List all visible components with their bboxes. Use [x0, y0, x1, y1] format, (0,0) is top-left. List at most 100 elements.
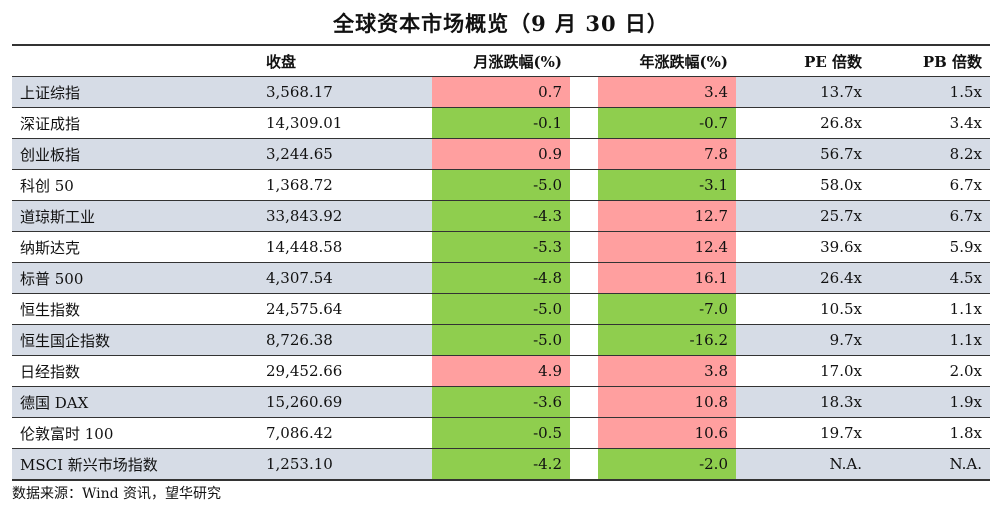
- table-row: 恒生指数 24,575.64 -5.0 -7.0 10.5x 1.1x: [12, 293, 990, 325]
- index-name-cell: 恒生指数: [20, 300, 81, 319]
- gap-cell: [570, 76, 598, 108]
- pb-cell: 2.0x: [949, 362, 982, 380]
- month-change-cell: -5.0: [432, 324, 570, 356]
- close-value-cell: 8,726.38: [258, 324, 432, 356]
- page-title: 全球资本市场概览（9 月 30 日）: [333, 11, 669, 36]
- index-name-cell: 德国 DAX: [12, 386, 258, 418]
- pe-cell: 58.0x: [820, 176, 862, 194]
- pb-cell: N.A.: [870, 448, 990, 480]
- table-row: 德国 DAX 15,260.69 -3.6 10.8 18.3x 1.9x: [12, 386, 990, 418]
- pe-cell: 56.7x: [736, 138, 870, 170]
- close-value-cell: 33,843.92: [258, 200, 432, 232]
- year-change-cell: 10.8: [598, 386, 736, 418]
- month-change-cell: -0.5: [432, 417, 570, 449]
- month-change-cell: -3.6: [432, 386, 570, 418]
- pe-cell: 17.0x: [820, 362, 862, 380]
- table-row: 创业板指 3,244.65 0.9 7.8 56.7x 8.2x: [12, 138, 990, 170]
- year-change-cell: -16.2: [598, 324, 736, 356]
- pe-cell: 18.3x: [736, 386, 870, 418]
- index-name-cell: 恒生国企指数: [12, 324, 258, 356]
- pe-cell: 9.7x: [736, 324, 870, 356]
- index-name-cell: 上证综指: [12, 76, 258, 108]
- pb-cell: 1.1x: [870, 324, 990, 356]
- year-change-cell: -0.7: [598, 107, 736, 139]
- index-name-cell: 深证成指: [20, 114, 81, 133]
- pe-cell: 25.7x: [736, 200, 870, 232]
- pb-cell: 5.9x: [949, 238, 982, 256]
- header-close: 收盘: [258, 44, 432, 77]
- table-body: 上证综指 3,568.17 0.7 3.4 13.7x 1.5x 深证成指 14,309.01…: [12, 76, 990, 480]
- header-name: [12, 44, 258, 77]
- gap-cell: [570, 262, 598, 294]
- table-row: 道琼斯工业 33,843.92 -4.3 12.7 25.7x 6.7x: [12, 200, 990, 232]
- month-change-cell: -5.0: [432, 169, 570, 201]
- month-change-cell: 4.9: [432, 355, 570, 387]
- month-change-cell: 0.9: [432, 138, 570, 170]
- month-change-cell: -4.3: [432, 200, 570, 232]
- market-table: 收盘 月涨跌幅(%) 年涨跌幅(%) PE 倍数 PB 倍数 上证综指 3,568…: [12, 44, 990, 481]
- pe-cell: N.A.: [736, 448, 870, 480]
- month-change-cell: -5.3: [432, 231, 570, 263]
- pb-cell: 1.9x: [870, 386, 990, 418]
- close-value-cell: 29,452.66: [266, 362, 343, 380]
- close-value-cell: 14,448.58: [266, 238, 343, 256]
- index-name-cell: 伦敦富时 100: [20, 424, 114, 443]
- gap-cell: [570, 200, 598, 232]
- close-value-cell: 4,307.54: [258, 262, 432, 294]
- year-change-cell: 7.8: [598, 138, 736, 170]
- pb-cell: 8.2x: [870, 138, 990, 170]
- table-row: MSCI 新兴市场指数 1,253.10 -4.2 -2.0 N.A. N.A.: [12, 448, 990, 480]
- gap-cell: [570, 324, 598, 356]
- gap-cell: [570, 138, 598, 170]
- index-name-cell: 标普 500: [12, 262, 258, 294]
- close-value-cell: 15,260.69: [258, 386, 432, 418]
- close-value-cell: 3,244.65: [258, 138, 432, 170]
- data-source-note: 数据来源：Wind 资讯，望华研究: [12, 486, 222, 502]
- gap-cell: [570, 386, 598, 418]
- pb-cell: 3.4x: [949, 114, 982, 132]
- table-row: 标普 500 4,307.54 -4.8 16.1 26.4x 4.5x: [12, 262, 990, 294]
- pe-cell: 10.5x: [820, 300, 862, 318]
- close-value-cell: 7,086.42: [266, 424, 333, 442]
- pe-cell: 13.7x: [736, 76, 870, 108]
- pe-cell: 26.8x: [820, 114, 862, 132]
- table-header-row: 收盘 月涨跌幅(%) 年涨跌幅(%) PE 倍数 PB 倍数: [12, 44, 990, 77]
- table-row: 日经指数 29,452.66 4.9 3.8 17.0x 2.0x: [12, 355, 990, 387]
- gap-cell: [570, 293, 598, 325]
- table-row: 上证综指 3,568.17 0.7 3.4 13.7x 1.5x: [12, 76, 990, 108]
- pb-cell: 4.5x: [870, 262, 990, 294]
- year-change-cell: 10.6: [598, 417, 736, 449]
- header-pe: PE 倍数: [736, 44, 870, 77]
- month-change-cell: -5.0: [432, 293, 570, 325]
- table-row: 伦敦富时 100 7,086.42 -0.5 10.6 19.7x 1.8x: [12, 417, 990, 449]
- gap-cell: [570, 355, 598, 387]
- table-row: 恒生国企指数 8,726.38 -5.0 -16.2 9.7x 1.1x: [12, 324, 990, 356]
- close-value-cell: 1,368.72: [266, 176, 333, 194]
- table-row: 深证成指 14,309.01 -0.1 -0.7 26.8x 3.4x: [12, 107, 990, 139]
- close-value-cell: 3,568.17: [258, 76, 432, 108]
- pb-cell: 1.1x: [949, 300, 982, 318]
- month-change-cell: -0.1: [432, 107, 570, 139]
- header-gap: [570, 44, 598, 77]
- year-change-cell: 16.1: [598, 262, 736, 294]
- pe-cell: 26.4x: [736, 262, 870, 294]
- pe-cell: 19.7x: [820, 424, 862, 442]
- index-name-cell: MSCI 新兴市场指数: [12, 448, 258, 480]
- year-change-cell: 3.4: [598, 76, 736, 108]
- pb-cell: 1.8x: [949, 424, 982, 442]
- index-name-cell: 日经指数: [20, 362, 81, 381]
- pb-cell: 6.7x: [949, 176, 982, 194]
- gap-cell: [570, 169, 598, 201]
- month-change-cell: -4.2: [432, 448, 570, 480]
- year-change-cell: 3.8: [598, 355, 736, 387]
- header-year-change: 年涨跌幅(%): [598, 44, 736, 77]
- close-value-cell: 14,309.01: [266, 114, 343, 132]
- header-pb: PB 倍数: [870, 44, 990, 77]
- year-change-cell: 12.7: [598, 200, 736, 232]
- table-row: 纳斯达克 14,448.58 -5.3 12.4 39.6x 5.9x: [12, 231, 990, 263]
- pb-cell: 6.7x: [870, 200, 990, 232]
- pe-cell: 39.6x: [820, 238, 862, 256]
- close-value-cell: 1,253.10: [258, 448, 432, 480]
- year-change-cell: -7.0: [598, 293, 736, 325]
